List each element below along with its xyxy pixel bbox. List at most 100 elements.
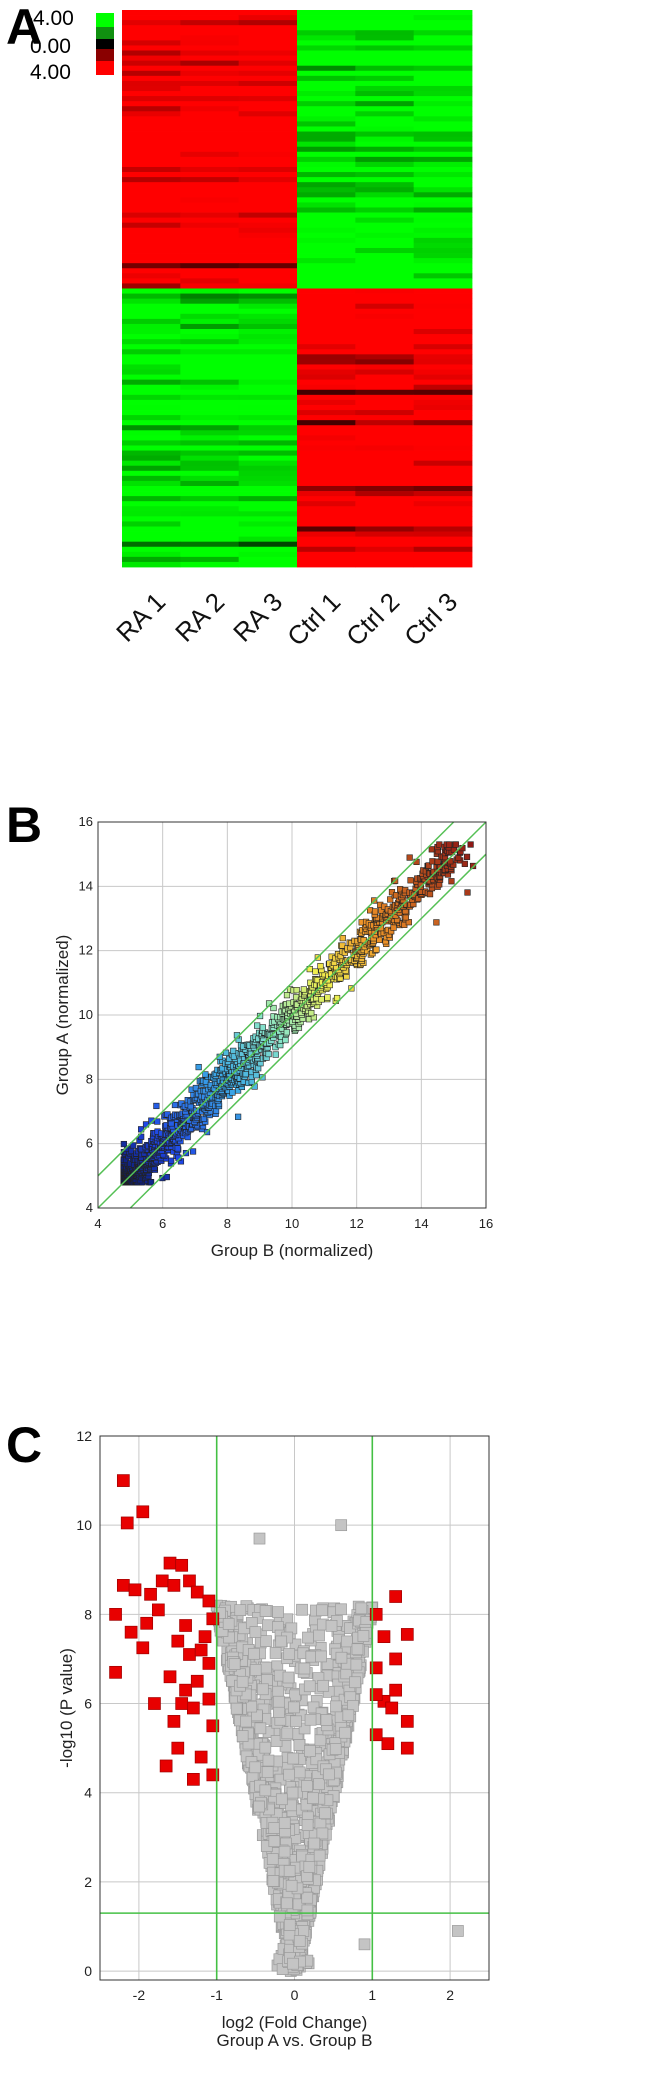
- volcano-point-nonsignificant: [278, 1817, 291, 1829]
- heatmap-cell: [413, 227, 473, 234]
- heatmap-cell: [238, 70, 298, 77]
- volcano-point-nonsignificant: [323, 1768, 335, 1781]
- scatter-point: [415, 895, 422, 902]
- heatmap-cell: [297, 283, 356, 289]
- scatter-point: [283, 992, 291, 999]
- heatmap-cell: [355, 288, 415, 294]
- scatter-point: [230, 1047, 237, 1054]
- heatmap-cell: [180, 526, 240, 532]
- heatmap-cell: [297, 30, 356, 36]
- heatmap-cell: [122, 268, 181, 274]
- scatter-point: [235, 1113, 242, 1120]
- volcano-point-significant: [194, 1750, 208, 1764]
- heatmap-cell: [413, 126, 473, 132]
- heatmap-cell: [297, 222, 356, 229]
- heatmap-cell: [413, 50, 473, 56]
- heatmap-cell: [355, 374, 415, 381]
- heatmap-cell: [180, 521, 240, 527]
- heatmap-cell: [355, 35, 415, 41]
- heatmap-cell: [180, 40, 240, 46]
- heatmap-cell: [122, 161, 181, 168]
- scatter-point: [406, 854, 413, 861]
- x-tick-label: 6: [159, 1216, 166, 1231]
- legend-tick-low: -4.00: [26, 7, 74, 30]
- scatter-point: [164, 1111, 171, 1118]
- heatmap-cell: [297, 60, 356, 67]
- heatmap-cell: [355, 561, 415, 568]
- heatmap-cell: [355, 511, 415, 517]
- heatmap-cell: [413, 136, 473, 143]
- heatmap-cell: [238, 541, 298, 548]
- heatmap-cell: [180, 141, 240, 148]
- heatmap-cell: [355, 318, 415, 325]
- heatmap-cell: [238, 511, 298, 517]
- heatmap-cell: [238, 293, 298, 300]
- heatmap-cell: [413, 303, 473, 310]
- heatmap-cell: [238, 146, 298, 153]
- scatter-point: [464, 889, 471, 896]
- scatter-point: [168, 1120, 175, 1127]
- y-tick-label: 10: [79, 1007, 93, 1022]
- volcano-point-significant: [140, 1616, 154, 1630]
- scatter-point: [390, 924, 397, 931]
- heatmap-cell: [122, 242, 181, 249]
- heatmap-cell: [180, 247, 240, 254]
- heatmap-cell: [297, 10, 356, 16]
- heatmap-cell: [180, 182, 240, 188]
- volcano-point-nonsignificant: [247, 1647, 260, 1660]
- heatmap-cell: [180, 511, 240, 517]
- heatmap-cell: [180, 197, 240, 203]
- heatmap-cell: [238, 217, 298, 224]
- scatter-point: [259, 1024, 266, 1031]
- heatmap-cell: [355, 273, 415, 279]
- heatmap-cell: [413, 480, 473, 487]
- heatmap-cell: [413, 25, 473, 31]
- heatmap-cell: [355, 237, 415, 244]
- heatmap-cell: [413, 435, 473, 441]
- heatmap-cell: [413, 425, 473, 431]
- heatmap-cell: [122, 369, 181, 375]
- heatmap-cell: [122, 561, 181, 568]
- volcano-point-significant: [183, 1648, 196, 1661]
- heatmap-cell: [238, 445, 298, 451]
- heatmap-cell: [413, 323, 473, 330]
- heatmap-cell: [413, 546, 473, 553]
- heatmap-cell: [122, 25, 181, 31]
- heatmap-cell: [122, 384, 181, 391]
- plot-frame: [99, 1435, 490, 1981]
- heatmap-cell: [355, 410, 415, 416]
- heatmap-cell: [413, 80, 473, 87]
- heatmap-cell: [180, 485, 240, 492]
- heatmap-cell: [180, 303, 240, 310]
- heatmap-cell: [413, 283, 473, 289]
- heatmap-cell: [413, 55, 473, 62]
- heatmap-cell: [413, 415, 473, 421]
- scatter-point: [248, 1078, 255, 1085]
- volcano-point-significant: [109, 1665, 122, 1679]
- heatmap-cell: [122, 222, 181, 229]
- heatmap-cell: [122, 40, 181, 46]
- heatmap-cell: [238, 394, 298, 401]
- volcano-point-significant: [400, 1715, 414, 1728]
- heatmap-cell: [413, 298, 473, 305]
- heatmap-cell: [413, 60, 473, 67]
- heatmap-cell: [413, 460, 473, 467]
- heatmap-cell: [413, 531, 473, 538]
- volcano-point-significant: [400, 1628, 414, 1641]
- heatmap-cell: [355, 156, 415, 163]
- heatmap-cell: [238, 172, 298, 178]
- volcano-point-nonsignificant: [254, 1722, 267, 1735]
- heatmap-cell: [238, 531, 298, 538]
- volcano-point-nonsignificant: [304, 1713, 317, 1726]
- scatter-point: [195, 1063, 202, 1071]
- heatmap-cell: [122, 101, 181, 107]
- scatter-point: [253, 1072, 260, 1079]
- heatmap-cell: [180, 379, 240, 386]
- heatmap-cell: [238, 227, 298, 234]
- heatmap-cell: [297, 161, 356, 168]
- heatmap-cell: [413, 30, 473, 36]
- heatmap-cell: [122, 20, 181, 26]
- heatmap-cell: [297, 172, 356, 178]
- volcano-point-nonsignificant: [319, 1807, 331, 1820]
- scatter-point: [242, 1070, 249, 1078]
